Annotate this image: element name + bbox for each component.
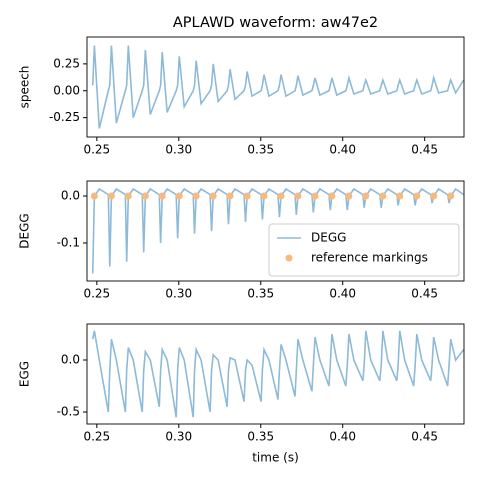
- y-tick-label: -0.1: [57, 235, 80, 249]
- marker: [158, 192, 166, 200]
- marker: [379, 192, 387, 200]
- x-tick-label: 0.45: [411, 287, 438, 301]
- marker: [243, 192, 251, 200]
- marker: [396, 192, 404, 200]
- plot-area: [90, 187, 464, 274]
- x-tick-label: 0.35: [247, 143, 274, 157]
- y-tick-label: -0.5: [57, 405, 80, 419]
- marker: [413, 192, 421, 200]
- marker: [447, 192, 455, 200]
- legend-swatch: [285, 254, 293, 262]
- x-tick-label: 0.25: [83, 287, 110, 301]
- y-axis-label: speech: [18, 66, 32, 109]
- y-axis-label: DEGG: [18, 213, 32, 248]
- line: [91, 45, 464, 129]
- x-tick-label: 0.25: [83, 143, 110, 157]
- line: [91, 187, 464, 274]
- x-tick-label: 0.30: [165, 430, 192, 444]
- marker: [141, 192, 149, 200]
- axes-frame: [86, 36, 465, 138]
- axes-frame: [86, 323, 465, 425]
- x-tick-label: 0.30: [165, 143, 192, 157]
- marker: [277, 192, 285, 200]
- axes-frame: [86, 180, 465, 282]
- x-tick-label: 0.35: [247, 430, 274, 444]
- plot-area: [91, 45, 464, 129]
- legend-label: reference markings: [311, 251, 428, 265]
- marker: [345, 192, 353, 200]
- y-tick-label: 0.0: [61, 189, 80, 203]
- marker: [192, 192, 200, 200]
- marker: [107, 192, 115, 200]
- marker: [124, 192, 132, 200]
- marker: [90, 192, 98, 200]
- marker: [362, 192, 370, 200]
- marker: [328, 192, 336, 200]
- x-tick-label: 0.40: [329, 430, 356, 444]
- chart-title: APLAWD waveform: aw47e2: [173, 15, 378, 31]
- y-tick-label: 0.0: [61, 353, 80, 367]
- marker: [294, 192, 302, 200]
- y-axis-label: EGG: [18, 361, 32, 387]
- x-axis-label: time (s): [252, 451, 299, 465]
- marker: [226, 192, 234, 200]
- marker: [430, 192, 438, 200]
- x-tick-label: 0.40: [329, 143, 356, 157]
- x-tick-label: 0.30: [165, 287, 192, 301]
- x-tick-label: 0.25: [83, 430, 110, 444]
- x-tick-label: 0.45: [411, 430, 438, 444]
- legend-label: DEGG: [311, 231, 346, 245]
- line: [91, 330, 464, 418]
- x-tick-label: 0.40: [329, 287, 356, 301]
- plot-area: [91, 330, 464, 418]
- y-tick-label: 0.25: [53, 56, 80, 70]
- marker: [311, 192, 319, 200]
- y-tick-label: 0.00: [53, 83, 80, 97]
- legend-box: [268, 223, 460, 277]
- x-tick-label: 0.35: [247, 287, 274, 301]
- x-tick-label: 0.45: [411, 143, 438, 157]
- marker: [260, 192, 268, 200]
- marker: [175, 192, 183, 200]
- marker: [209, 192, 217, 200]
- y-tick-label: -0.25: [49, 110, 80, 124]
